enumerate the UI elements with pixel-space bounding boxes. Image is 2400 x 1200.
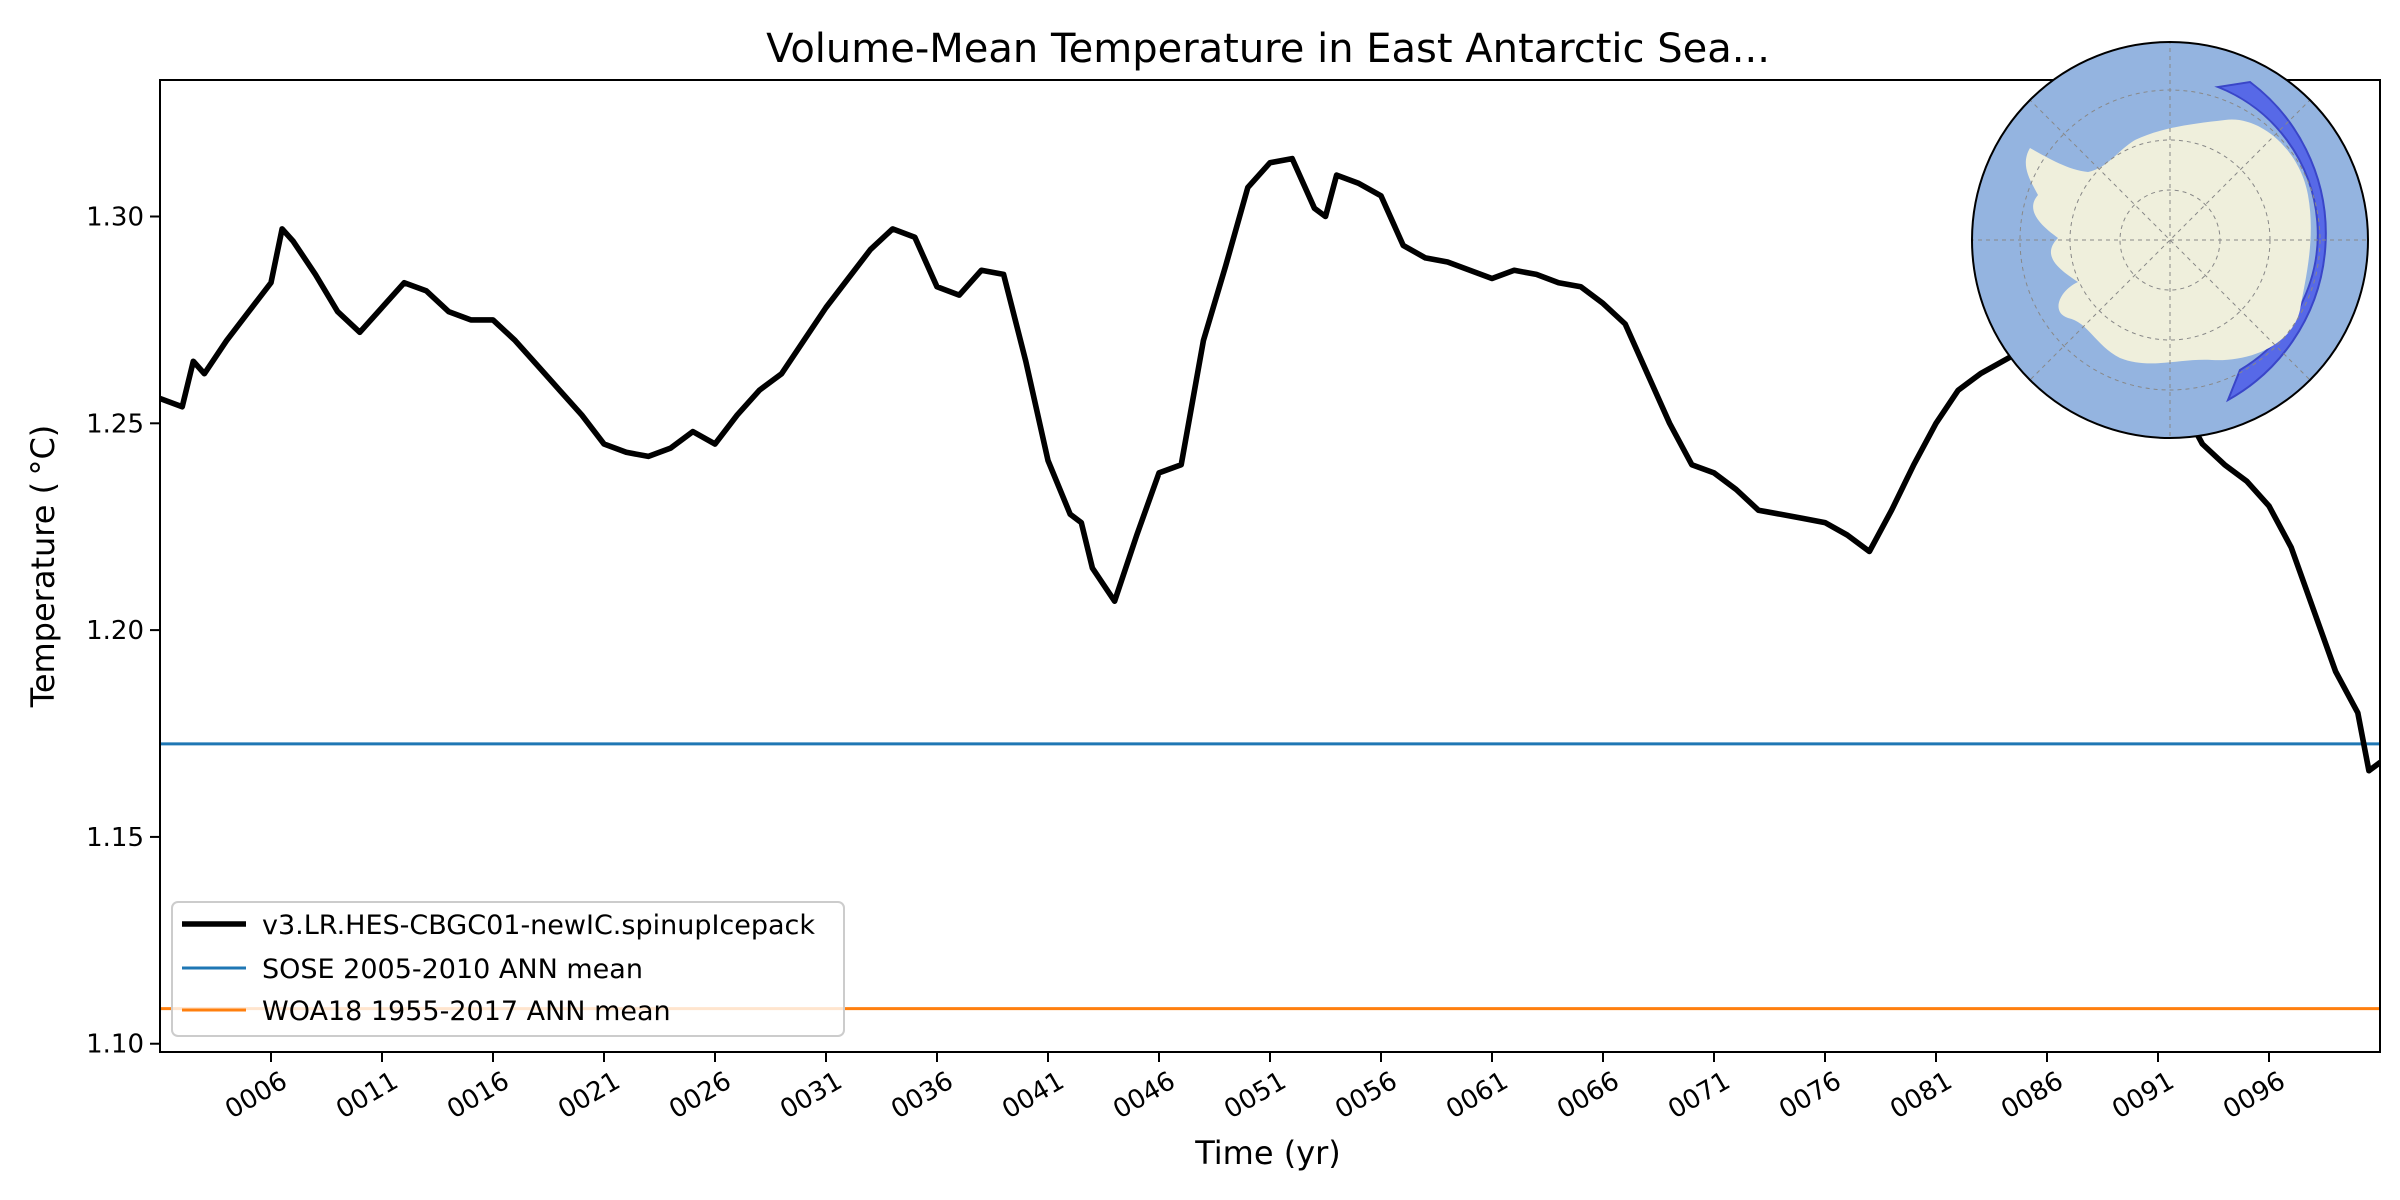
x-tick-label: 0011 <box>331 1066 403 1125</box>
x-tick-label: 0036 <box>886 1066 958 1125</box>
x-tick-label: 0041 <box>997 1066 1069 1125</box>
x-tick-label: 0006 <box>220 1066 292 1125</box>
x-tick-label: 0031 <box>775 1066 847 1125</box>
legend-box <box>171 901 845 1037</box>
x-tick-label: 0056 <box>1330 1066 1402 1125</box>
legend-label-model: v3.LR.HES-CBGC01-newIC.spinupIcepack <box>262 910 815 941</box>
plot-frame <box>159 79 2381 1053</box>
legend-label-sose: SOSE 2005-2010 ANN mean <box>262 954 643 985</box>
y-axis-label: Temperature ( °C) <box>24 425 62 709</box>
y-tick-label: 1.25 <box>86 409 144 439</box>
y-tick-label: 1.15 <box>86 823 144 853</box>
x-tick-label: 0026 <box>664 1066 736 1125</box>
inset-graticule <box>1972 42 2368 438</box>
y-axis-ticks: 1.10 1.15 1.20 1.25 1.30 <box>86 202 160 1060</box>
inset-region <box>2214 80 2327 403</box>
x-tick-label: 0021 <box>553 1066 625 1125</box>
inset-border <box>1971 41 2369 439</box>
x-tick-label: 0081 <box>1885 1066 1957 1125</box>
y-tick-label: 1.20 <box>86 616 144 646</box>
x-tick-label: 0051 <box>1219 1066 1291 1125</box>
legend-label-woa: WOA18 1955-2017 ANN mean <box>262 996 671 1027</box>
x-tick-label: 0076 <box>1774 1066 1846 1125</box>
x-tick-label: 0086 <box>1996 1066 2068 1125</box>
x-tick-label: 0071 <box>1663 1066 1735 1125</box>
y-tick-label: 1.30 <box>86 202 144 232</box>
x-tick-label: 0066 <box>1552 1066 1624 1125</box>
legend: v3.LR.HES-CBGC01-newIC.spinupIcepack SOS… <box>171 901 845 1037</box>
y-tick-label: 1.10 <box>86 1030 144 1060</box>
x-tick-label: 0061 <box>1441 1066 1513 1125</box>
chart-title: Volume-Mean Temperature in East Antarcti… <box>766 26 1770 72</box>
x-axis-label: Time (yr) <box>1194 1134 1341 1172</box>
x-tick-label: 0091 <box>2107 1066 2179 1125</box>
x-tick-label: 0046 <box>1108 1066 1180 1125</box>
inset-map <box>1971 41 2369 439</box>
x-tick-label: 0016 <box>442 1066 514 1125</box>
x-tick-label: 0096 <box>2218 1066 2290 1125</box>
x-axis-ticks: 0006 0011 0016 0021 0026 0031 0036 0041 0046 0051… <box>220 1052 2291 1125</box>
